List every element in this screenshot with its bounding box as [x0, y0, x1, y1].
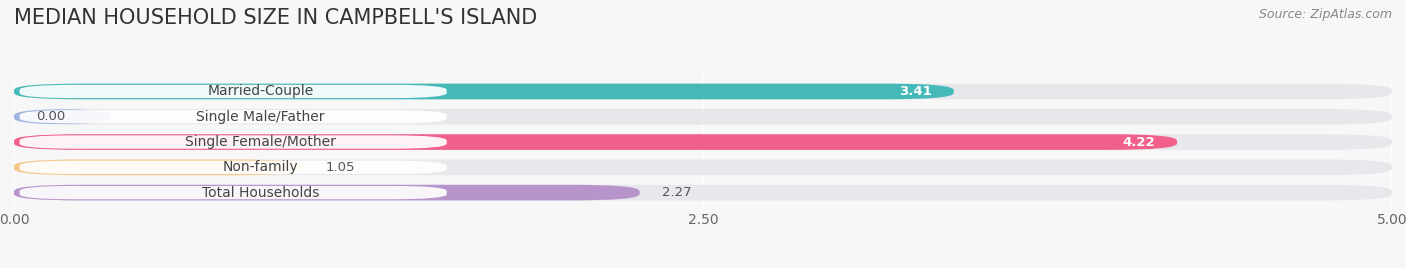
Text: MEDIAN HOUSEHOLD SIZE IN CAMPBELL'S ISLAND: MEDIAN HOUSEHOLD SIZE IN CAMPBELL'S ISLA… — [14, 8, 537, 28]
FancyBboxPatch shape — [20, 85, 447, 98]
FancyBboxPatch shape — [14, 109, 111, 125]
Text: Total Households: Total Households — [202, 186, 319, 200]
FancyBboxPatch shape — [20, 135, 447, 149]
Text: 0.00: 0.00 — [37, 110, 65, 123]
FancyBboxPatch shape — [14, 84, 953, 99]
FancyBboxPatch shape — [20, 110, 447, 124]
FancyBboxPatch shape — [20, 161, 447, 174]
FancyBboxPatch shape — [14, 159, 304, 175]
Text: 3.41: 3.41 — [898, 85, 932, 98]
FancyBboxPatch shape — [14, 134, 1177, 150]
Text: Married-Couple: Married-Couple — [208, 84, 314, 98]
Text: 4.22: 4.22 — [1122, 136, 1154, 148]
FancyBboxPatch shape — [14, 185, 1392, 200]
FancyBboxPatch shape — [20, 186, 447, 199]
FancyBboxPatch shape — [14, 159, 1392, 175]
Text: Non-family: Non-family — [224, 160, 298, 174]
FancyBboxPatch shape — [14, 109, 1392, 125]
Text: 1.05: 1.05 — [325, 161, 354, 174]
Text: Source: ZipAtlas.com: Source: ZipAtlas.com — [1258, 8, 1392, 21]
Text: 2.27: 2.27 — [662, 186, 692, 199]
FancyBboxPatch shape — [14, 84, 1392, 99]
FancyBboxPatch shape — [14, 134, 1392, 150]
FancyBboxPatch shape — [14, 185, 640, 200]
Text: Single Female/Mother: Single Female/Mother — [186, 135, 336, 149]
Text: Single Male/Father: Single Male/Father — [197, 110, 325, 124]
